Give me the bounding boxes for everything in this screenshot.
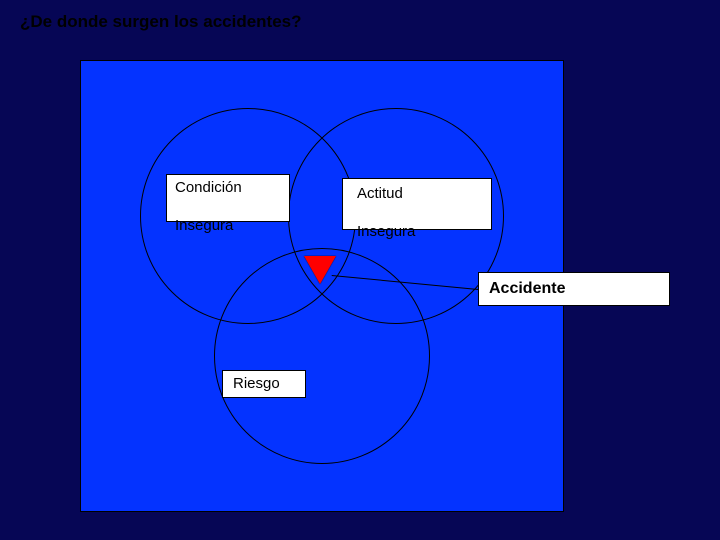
- label-actitud-line1: Actitud: [357, 185, 403, 202]
- callout-accidente: Accidente: [478, 272, 670, 306]
- callout-accidente-text: Accidente: [489, 280, 565, 298]
- label-condicion-line2: Insegura: [175, 217, 233, 234]
- label-actitud-text: Actitud Insegura: [357, 167, 415, 242]
- slide-title: ¿De donde surgen los accidentes?: [20, 12, 302, 32]
- label-actitud: Actitud Insegura: [342, 178, 492, 230]
- label-riesgo: Riesgo: [222, 370, 306, 398]
- label-condicion-line1: Condición: [175, 179, 242, 196]
- label-condicion-text: Condición Insegura: [175, 161, 242, 236]
- label-riesgo-text: Riesgo: [233, 375, 280, 394]
- slide: ¿De donde surgen los accidentes? Condici…: [0, 0, 720, 540]
- label-condicion: Condición Insegura: [166, 174, 290, 222]
- center-triangle-icon: [304, 256, 336, 284]
- label-actitud-line2: Insegura: [357, 223, 415, 240]
